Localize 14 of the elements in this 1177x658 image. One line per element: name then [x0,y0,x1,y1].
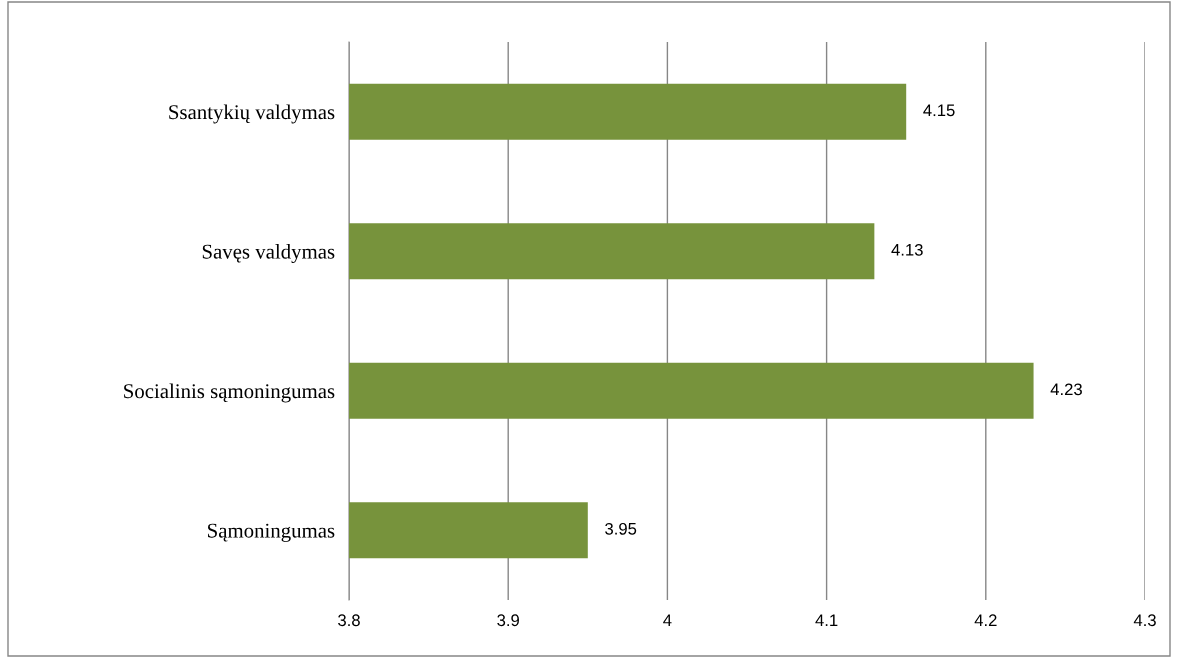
x-tick-label: 4.3 [1133,614,1156,627]
y-tick-label: Sąmoningumas [208,523,335,542]
y-tick-label: Savęs valdymas [202,244,335,263]
data-label: 4.23 [1050,383,1082,396]
data-label: 3.95 [605,522,637,535]
x-tick-label: 4 [663,614,672,626]
x-tick-label: 4.1 [815,614,838,626]
y-tick-label: Ssantykių valdymas [169,104,335,124]
x-tick-label: 4.2 [974,614,997,626]
data-label: 4.13 [891,243,923,256]
x-tick-label: 3.8 [338,614,360,627]
data-label: 4.15 [923,104,955,117]
x-tick-label: 3.9 [497,614,519,627]
y-tick-label: Socialinis sąmoningumas [124,383,335,403]
